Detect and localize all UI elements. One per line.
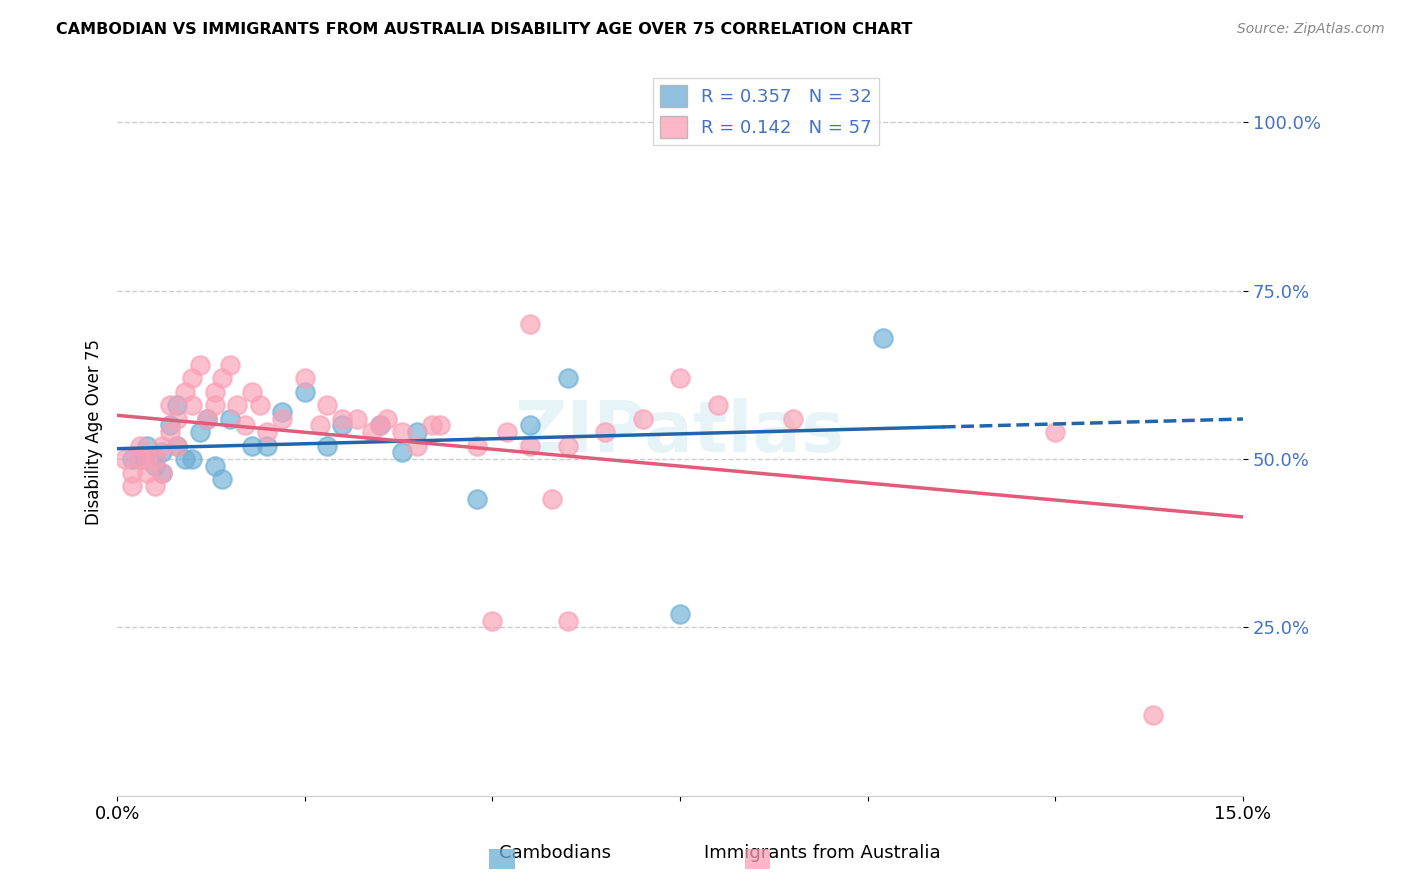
Point bbox=[211, 472, 233, 486]
Point bbox=[143, 452, 166, 467]
Point bbox=[166, 439, 188, 453]
Point bbox=[159, 418, 181, 433]
Point bbox=[368, 418, 391, 433]
Point bbox=[872, 331, 894, 345]
Point bbox=[150, 466, 173, 480]
Point bbox=[467, 492, 489, 507]
Point bbox=[181, 371, 204, 385]
Point bbox=[240, 384, 263, 399]
Point bbox=[391, 445, 413, 459]
Point bbox=[519, 439, 541, 453]
Point bbox=[121, 452, 143, 467]
Point bbox=[481, 614, 503, 628]
Point bbox=[240, 439, 263, 453]
Point bbox=[669, 371, 692, 385]
Point bbox=[218, 358, 240, 372]
Point bbox=[1142, 708, 1164, 723]
Text: Immigrants from Australia: Immigrants from Australia bbox=[704, 844, 941, 862]
Point bbox=[218, 411, 240, 425]
Point bbox=[669, 607, 692, 621]
Point bbox=[166, 439, 188, 453]
Point bbox=[330, 418, 353, 433]
Point bbox=[114, 452, 136, 467]
Point bbox=[406, 439, 429, 453]
Point bbox=[557, 614, 579, 628]
Point bbox=[271, 405, 294, 419]
Point bbox=[195, 411, 218, 425]
Point bbox=[188, 425, 211, 439]
Text: Source: ZipAtlas.com: Source: ZipAtlas.com bbox=[1237, 22, 1385, 37]
Point bbox=[233, 418, 256, 433]
Point bbox=[136, 452, 159, 467]
Point bbox=[166, 411, 188, 425]
Point bbox=[631, 411, 654, 425]
Point bbox=[256, 425, 278, 439]
Point bbox=[519, 318, 541, 332]
Point bbox=[136, 452, 159, 467]
Point bbox=[143, 479, 166, 493]
Point bbox=[136, 466, 159, 480]
Point bbox=[377, 411, 399, 425]
Point bbox=[150, 439, 173, 453]
Point bbox=[706, 398, 728, 412]
Point bbox=[204, 458, 226, 473]
Point bbox=[249, 398, 271, 412]
Point bbox=[308, 418, 330, 433]
Point bbox=[181, 452, 204, 467]
Text: Cambodians: Cambodians bbox=[499, 844, 612, 862]
Point bbox=[782, 411, 804, 425]
Point bbox=[316, 439, 339, 453]
Point bbox=[593, 425, 616, 439]
Text: CAMBODIAN VS IMMIGRANTS FROM AUSTRALIA DISABILITY AGE OVER 75 CORRELATION CHART: CAMBODIAN VS IMMIGRANTS FROM AUSTRALIA D… bbox=[56, 22, 912, 37]
Point bbox=[128, 452, 150, 467]
Point bbox=[166, 398, 188, 412]
Point bbox=[541, 492, 564, 507]
Point bbox=[256, 439, 278, 453]
Point bbox=[429, 418, 451, 433]
Point bbox=[181, 398, 204, 412]
Point bbox=[188, 358, 211, 372]
Point bbox=[150, 466, 173, 480]
Point bbox=[294, 384, 316, 399]
Point bbox=[346, 411, 368, 425]
Point bbox=[211, 371, 233, 385]
Point bbox=[294, 371, 316, 385]
Point bbox=[159, 398, 181, 412]
Point bbox=[368, 418, 391, 433]
Point bbox=[204, 384, 226, 399]
Point bbox=[1045, 425, 1067, 439]
Point bbox=[330, 411, 353, 425]
Point bbox=[226, 398, 249, 412]
Point bbox=[467, 439, 489, 453]
Point bbox=[143, 458, 166, 473]
Point bbox=[204, 398, 226, 412]
Point bbox=[136, 439, 159, 453]
Point bbox=[557, 439, 579, 453]
Point bbox=[159, 425, 181, 439]
Point bbox=[391, 425, 413, 439]
Point bbox=[173, 452, 195, 467]
Point bbox=[121, 479, 143, 493]
Y-axis label: Disability Age Over 75: Disability Age Over 75 bbox=[86, 339, 103, 525]
Point bbox=[173, 384, 195, 399]
Point bbox=[422, 418, 444, 433]
Point bbox=[361, 425, 384, 439]
Point bbox=[496, 425, 519, 439]
Point bbox=[406, 425, 429, 439]
Point bbox=[128, 452, 150, 467]
Point bbox=[519, 418, 541, 433]
Point bbox=[150, 445, 173, 459]
Text: ZIPatlas: ZIPatlas bbox=[515, 398, 845, 467]
Point bbox=[121, 466, 143, 480]
Point bbox=[557, 371, 579, 385]
Point bbox=[195, 411, 218, 425]
Point bbox=[128, 439, 150, 453]
Point bbox=[316, 398, 339, 412]
Point bbox=[143, 452, 166, 467]
Legend: R = 0.357   N = 32, R = 0.142   N = 57: R = 0.357 N = 32, R = 0.142 N = 57 bbox=[652, 78, 879, 145]
Point bbox=[271, 411, 294, 425]
